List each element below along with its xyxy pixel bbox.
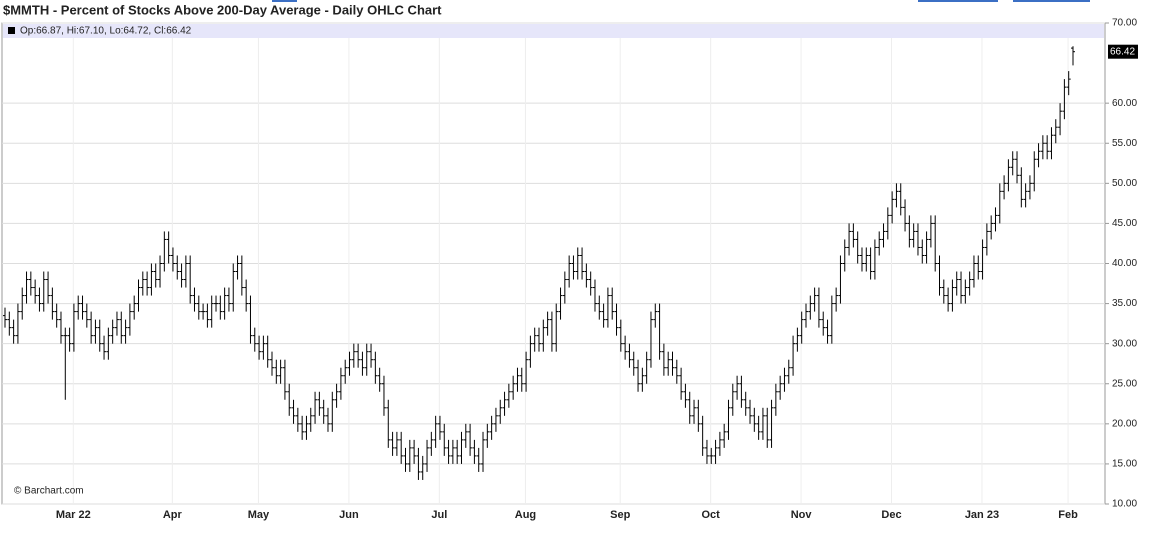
y-tick-label: 35.00 bbox=[1112, 298, 1137, 309]
y-tick-label: 25.00 bbox=[1112, 378, 1137, 389]
x-tick-label: May bbox=[248, 509, 270, 521]
chart-title: $MMTH - Percent of Stocks Above 200-Day … bbox=[3, 2, 442, 17]
last-value-box bbox=[1108, 44, 1138, 59]
x-tick-label: Jul bbox=[431, 509, 447, 521]
x-tick-label: Feb bbox=[1058, 509, 1078, 521]
source-credit: © Barchart.com bbox=[14, 486, 84, 497]
info-strip bbox=[3, 24, 1104, 38]
x-tick-label: Apr bbox=[163, 509, 183, 521]
x-tick-label: Jun bbox=[339, 509, 359, 521]
y-tick-label: 40.00 bbox=[1112, 258, 1137, 269]
x-tick-label: Sep bbox=[610, 509, 630, 521]
y-tick-label: 60.00 bbox=[1112, 98, 1137, 109]
ohlc-info: Op:66.87, Hi:67.10, Lo:64.72, Cl:66.42 bbox=[20, 26, 192, 37]
y-tick-label: 50.00 bbox=[1112, 178, 1137, 189]
legend-swatch bbox=[8, 27, 15, 34]
y-tick-label: 55.00 bbox=[1112, 138, 1137, 149]
x-tick-label: Nov bbox=[791, 509, 813, 521]
x-tick-label: Mar 22 bbox=[56, 509, 91, 521]
y-tick-label: 15.00 bbox=[1112, 459, 1137, 470]
x-tick-label: Jan 23 bbox=[965, 509, 999, 521]
y-tick-label: 20.00 bbox=[1112, 418, 1137, 429]
y-tick-label: 30.00 bbox=[1112, 338, 1137, 349]
y-tick-label: 10.00 bbox=[1112, 499, 1137, 510]
last-value-label: 66.42 bbox=[1110, 46, 1135, 57]
y-tick-label: 45.00 bbox=[1112, 218, 1137, 229]
x-tick-label: Oct bbox=[701, 509, 720, 521]
x-tick-label: Aug bbox=[515, 509, 536, 521]
y-tick-label: 70.00 bbox=[1112, 18, 1137, 29]
x-tick-label: Dec bbox=[881, 509, 901, 521]
